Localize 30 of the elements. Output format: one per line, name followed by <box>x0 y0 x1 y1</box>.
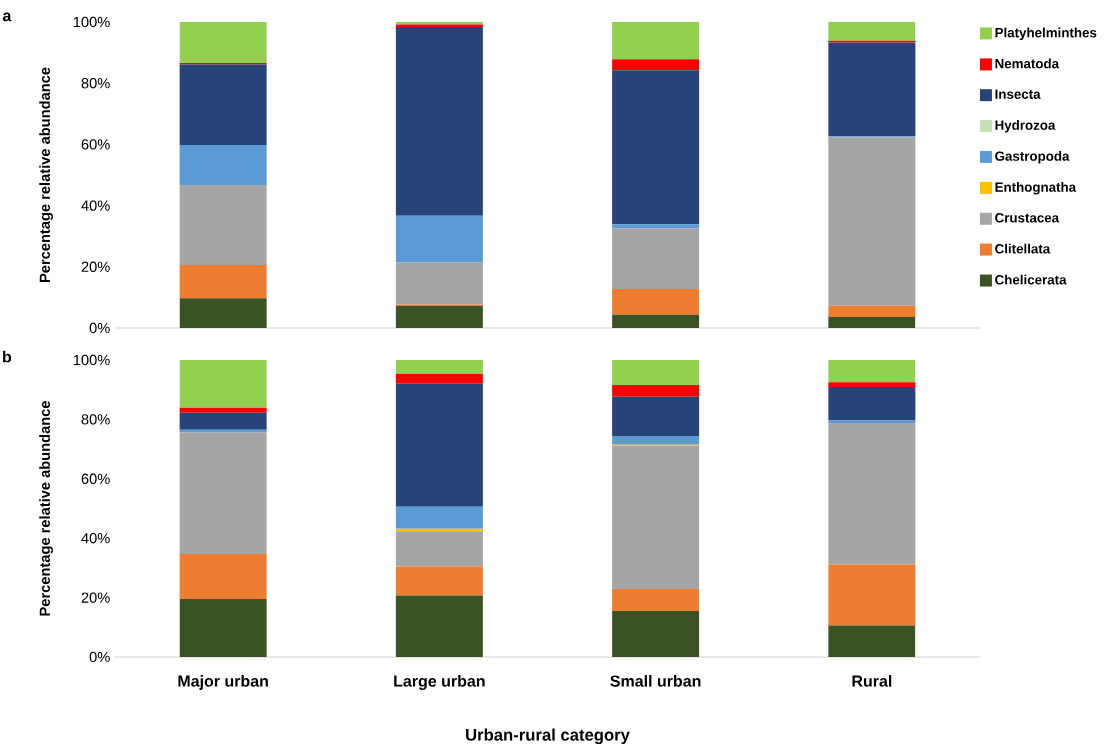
x-tick-label: Major urban <box>178 675 268 690</box>
x-tick-label: Small urban <box>610 675 701 687</box>
y-tick-label: 40% <box>81 200 110 211</box>
x-axis-title: Urban-rural category <box>466 728 630 745</box>
y-tick-label: 20% <box>81 261 110 272</box>
y-tick-label: 100% <box>73 354 110 366</box>
legend-label: Hydrozoa <box>995 120 1056 133</box>
y-tick-label: 0% <box>89 651 110 663</box>
legend-label: Insecta <box>995 89 1041 99</box>
legend-label: Chelicerata <box>995 274 1067 285</box>
y-tick-label: 80% <box>81 414 110 425</box>
legend-label: Crustacea <box>995 213 1060 223</box>
chart-title: a <box>2 12 12 22</box>
legend-label: Nematoda <box>995 58 1060 69</box>
y-tick-label: 80% <box>81 78 110 89</box>
y-axis-title: Percentage relative abundance <box>39 67 53 283</box>
x-tick-label: Large urban <box>394 675 485 691</box>
y-tick-label: 60% <box>81 473 110 484</box>
y-tick-label: 20% <box>81 592 110 603</box>
y-axis-title: Percentage relative abundance <box>39 401 53 616</box>
y-tick-label: 100% <box>73 16 110 28</box>
legend-label: Clitellata <box>995 243 1051 254</box>
x-tick-label: Rural <box>852 675 892 687</box>
legend-label: Platyhelminthes <box>995 27 1097 41</box>
chart-title: b <box>3 350 12 363</box>
y-tick-label: 0% <box>89 322 110 334</box>
y-tick-label: 40% <box>81 533 110 544</box>
legend-label: Enthognatha <box>995 182 1077 195</box>
legend-label: Gastropoda <box>995 151 1070 164</box>
y-tick-label: 60% <box>81 139 110 150</box>
